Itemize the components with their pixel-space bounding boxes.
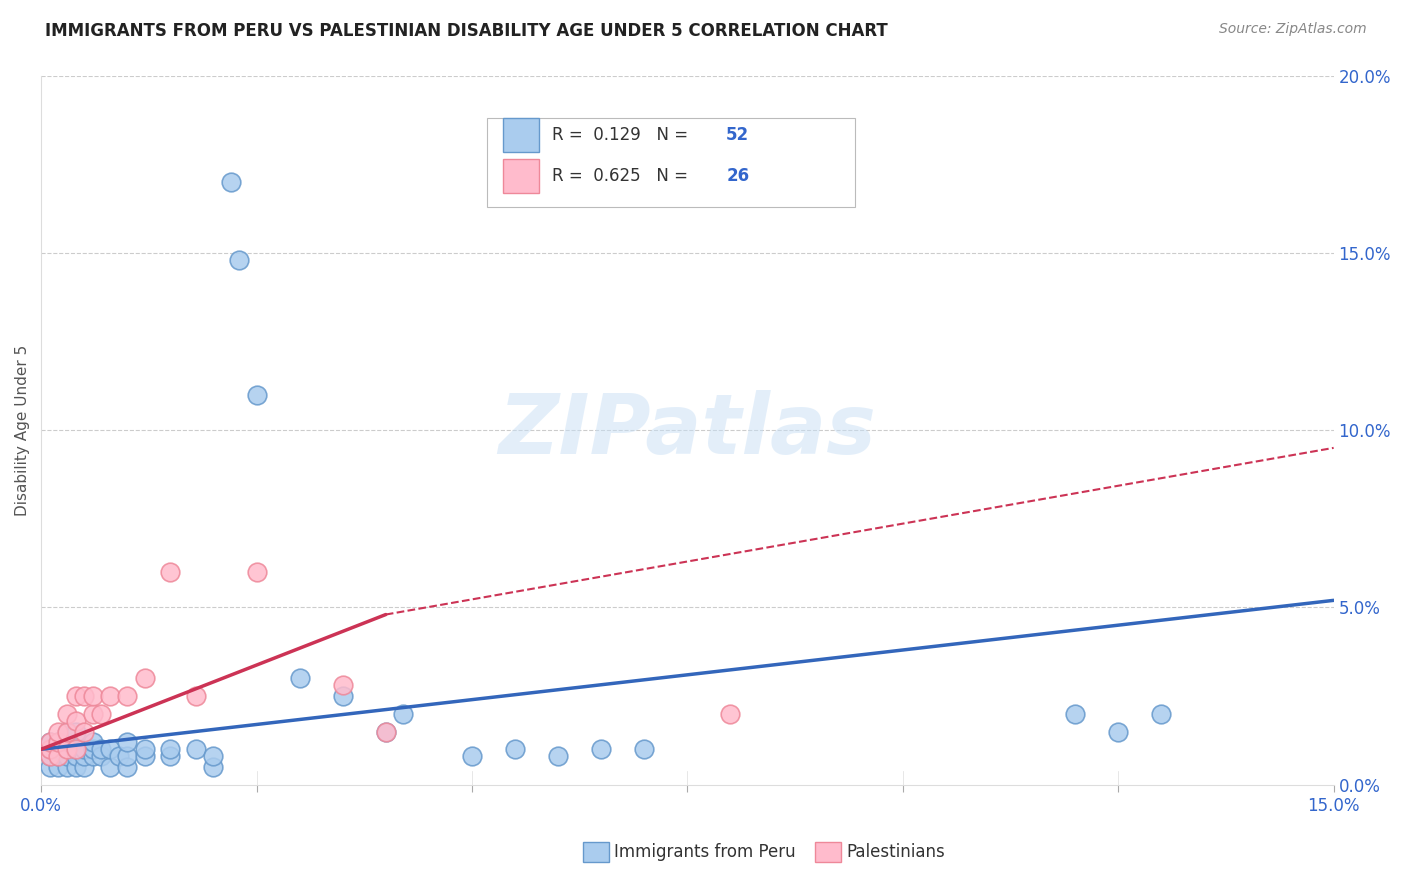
Point (332, 678, 354, 692)
Point (73, 689, 96, 703)
Point (56, 760, 79, 774)
Point (98, 760, 121, 774)
Point (98, 742, 121, 756)
Text: ZIPatlas: ZIPatlas (499, 390, 876, 471)
Point (591, 742, 613, 756)
Point (720, 706, 742, 721)
Point (159, 565, 181, 579)
Point (56, 724, 79, 739)
Point (46, 735, 69, 749)
Point (65, 742, 87, 756)
Point (1107, 724, 1129, 739)
FancyBboxPatch shape (486, 118, 855, 207)
Point (374, 724, 396, 739)
Point (1064, 706, 1087, 721)
Point (228, 252, 250, 267)
Point (46, 724, 69, 739)
Point (288, 672, 311, 686)
Y-axis label: Disability Age Under 5: Disability Age Under 5 (15, 344, 30, 516)
Point (90, 706, 112, 721)
Point (46, 735, 69, 749)
Point (159, 742, 181, 756)
Point (73, 742, 96, 756)
Point (117, 735, 139, 749)
Point (633, 742, 655, 756)
Point (134, 672, 156, 686)
Point (73, 724, 96, 739)
Point (56, 735, 79, 749)
Point (56, 749, 79, 764)
Point (46, 742, 69, 756)
Text: 52: 52 (725, 126, 749, 144)
Point (82, 749, 104, 764)
Point (1150, 706, 1173, 721)
Point (503, 742, 526, 756)
Point (186, 689, 208, 703)
Point (46, 760, 69, 774)
Point (202, 749, 225, 764)
Point (107, 749, 129, 764)
Text: 26: 26 (725, 168, 749, 186)
Point (392, 706, 415, 721)
Point (117, 749, 139, 764)
Point (38, 760, 60, 774)
Text: Source: ZipAtlas.com: Source: ZipAtlas.com (1219, 22, 1367, 37)
Point (159, 749, 181, 764)
Point (73, 749, 96, 764)
Point (82, 742, 104, 756)
Point (38, 749, 60, 764)
Point (245, 387, 267, 401)
Point (73, 760, 96, 774)
Point (134, 749, 156, 764)
Point (82, 706, 104, 721)
Point (374, 724, 396, 739)
Point (38, 735, 60, 749)
Point (461, 749, 484, 764)
Point (547, 749, 569, 764)
Text: R =  0.129   N =: R = 0.129 N = (551, 126, 693, 144)
Point (90, 742, 112, 756)
Point (65, 724, 87, 739)
Point (56, 724, 79, 739)
Point (117, 689, 139, 703)
Point (134, 742, 156, 756)
Point (65, 742, 87, 756)
FancyBboxPatch shape (502, 118, 538, 152)
Point (38, 742, 60, 756)
Text: IMMIGRANTS FROM PERU VS PALESTINIAN DISABILITY AGE UNDER 5 CORRELATION CHART: IMMIGRANTS FROM PERU VS PALESTINIAN DISA… (45, 22, 887, 40)
Point (46, 749, 69, 764)
Point (82, 735, 104, 749)
Point (65, 749, 87, 764)
Point (56, 742, 79, 756)
Point (38, 749, 60, 764)
Point (65, 689, 87, 703)
Point (38, 742, 60, 756)
FancyBboxPatch shape (502, 160, 538, 194)
Point (245, 565, 267, 579)
Text: Palestinians: Palestinians (846, 843, 945, 861)
Point (65, 760, 87, 774)
Point (219, 175, 242, 189)
Point (90, 749, 112, 764)
Point (46, 749, 69, 764)
Text: Immigrants from Peru: Immigrants from Peru (614, 843, 796, 861)
Point (186, 742, 208, 756)
Point (202, 760, 225, 774)
Point (332, 689, 354, 703)
Text: R =  0.625   N =: R = 0.625 N = (551, 168, 693, 186)
Point (38, 735, 60, 749)
Point (82, 689, 104, 703)
Point (56, 706, 79, 721)
Point (117, 760, 139, 774)
Point (65, 714, 87, 728)
Point (98, 689, 121, 703)
